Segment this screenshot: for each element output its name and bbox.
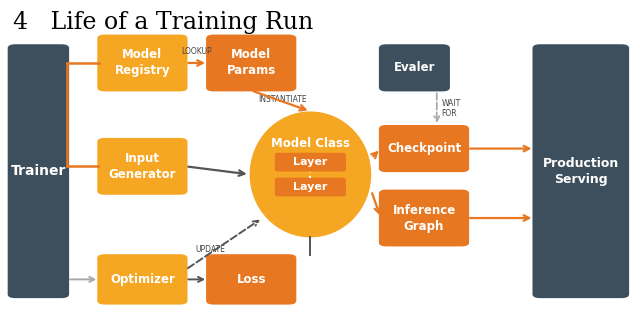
Text: Model
Params: Model Params	[227, 48, 276, 78]
Text: LOOKUP: LOOKUP	[182, 47, 212, 56]
FancyBboxPatch shape	[379, 190, 469, 246]
Text: Optimizer: Optimizer	[110, 273, 175, 286]
Text: UPDATE: UPDATE	[195, 245, 225, 254]
FancyBboxPatch shape	[379, 125, 469, 172]
Text: Input
Generator: Input Generator	[109, 152, 176, 181]
Text: WAIT
FOR: WAIT FOR	[442, 99, 461, 118]
FancyBboxPatch shape	[275, 153, 346, 172]
FancyBboxPatch shape	[97, 254, 188, 305]
Text: Production
Serving: Production Serving	[543, 157, 619, 186]
FancyBboxPatch shape	[8, 44, 69, 298]
Text: Evaler: Evaler	[394, 61, 435, 74]
FancyBboxPatch shape	[97, 35, 188, 91]
FancyBboxPatch shape	[275, 178, 346, 196]
Text: Model Class: Model Class	[271, 137, 350, 150]
FancyBboxPatch shape	[532, 44, 629, 298]
Text: Layer: Layer	[293, 182, 328, 192]
Text: Checkpoint: Checkpoint	[387, 142, 461, 155]
FancyBboxPatch shape	[206, 35, 296, 91]
Text: Inference
Graph: Inference Graph	[392, 203, 456, 233]
Text: 4   Life of a Training Run: 4 Life of a Training Run	[13, 11, 313, 34]
FancyBboxPatch shape	[206, 254, 296, 305]
Text: Loss: Loss	[236, 273, 266, 286]
Text: INSTANTIATE: INSTANTIATE	[259, 95, 307, 104]
FancyBboxPatch shape	[379, 44, 450, 91]
FancyBboxPatch shape	[97, 138, 188, 195]
Text: Layer: Layer	[293, 157, 328, 167]
Text: Model
Registry: Model Registry	[115, 48, 170, 78]
Ellipse shape	[250, 111, 371, 237]
Text: Trainer: Trainer	[11, 164, 66, 178]
